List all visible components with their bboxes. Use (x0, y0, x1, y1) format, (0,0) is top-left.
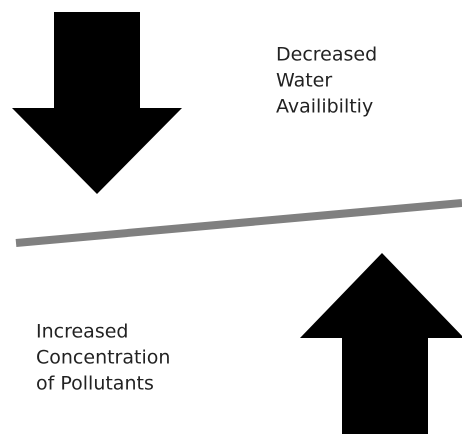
label-line: Decreased (276, 44, 377, 66)
divider-line (15, 199, 462, 247)
bottom-label: Increased Concentration of Pollutants (36, 321, 170, 395)
label-line: of Pollutants (36, 373, 154, 395)
up-arrow (300, 253, 462, 434)
label-line: Concentration (36, 347, 170, 369)
down-arrow (12, 12, 182, 194)
label-line: Availibiltiy (276, 96, 373, 118)
label-line: Increased (36, 321, 128, 343)
top-label: Decreased Water Availibiltiy (276, 44, 377, 118)
label-line: Water (276, 70, 332, 92)
